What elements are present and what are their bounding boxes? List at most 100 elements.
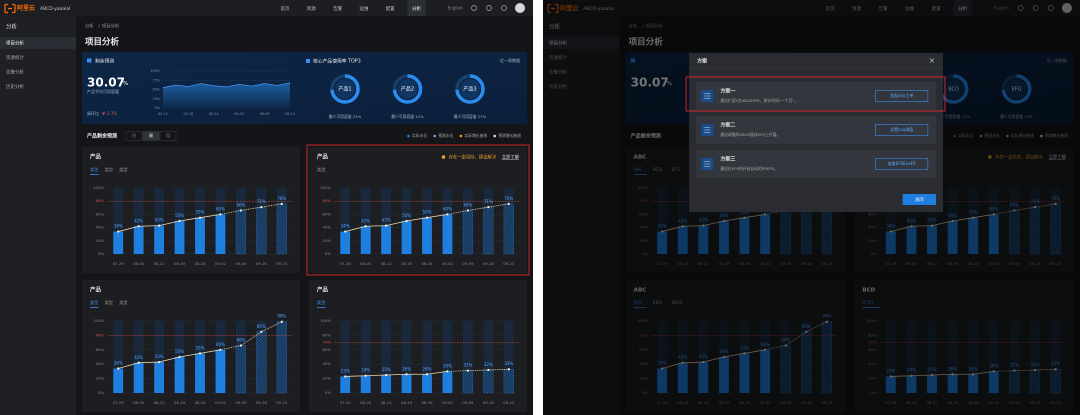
nav-item[interactable]: 资源 xyxy=(307,5,316,12)
plan-button[interactable] xyxy=(875,158,929,170)
actual-line xyxy=(345,371,448,377)
data-label: 55% xyxy=(423,210,432,215)
nav-icon[interactable] xyxy=(471,5,477,11)
point xyxy=(385,224,388,227)
tab[interactable]: 类型 xyxy=(105,166,113,173)
legend-swatch xyxy=(407,134,410,138)
forecast-bar xyxy=(276,321,287,394)
tab[interactable]: 类型 xyxy=(119,166,127,173)
avatar[interactable] xyxy=(515,3,525,13)
nav-icon[interactable] xyxy=(501,5,507,11)
data-label: 50% xyxy=(175,213,184,218)
data-label: 32% xyxy=(484,362,493,367)
legend-item: 实际水位 xyxy=(412,133,427,138)
summary-unit: % xyxy=(123,81,128,87)
plan-button[interactable] xyxy=(875,90,929,102)
close-button[interactable] xyxy=(902,194,936,205)
nav-icon[interactable] xyxy=(486,5,492,11)
data-label: 66% xyxy=(236,337,245,342)
language[interactable]: English xyxy=(447,6,462,11)
data-label: 43% xyxy=(155,354,164,359)
y-tick-label: 60% xyxy=(323,211,332,216)
tab[interactable]: 类型 xyxy=(90,166,98,173)
x-tick-label: 05-24 xyxy=(209,112,219,116)
data-label: 66% xyxy=(236,202,245,207)
close-button-label[interactable]: 关闭 xyxy=(915,196,924,203)
section-tab[interactable] xyxy=(159,131,177,141)
close-icon[interactable] xyxy=(929,58,935,63)
bar xyxy=(442,214,453,254)
bar xyxy=(381,375,392,393)
point xyxy=(405,373,408,376)
x-tick-label: 09-09 xyxy=(235,261,247,266)
data-label: 34% xyxy=(114,224,123,229)
section-tab-label[interactable]: 月 xyxy=(166,133,170,138)
bar-track xyxy=(340,321,351,393)
nav-active xyxy=(407,0,426,16)
x-tick-label: 08-26 xyxy=(194,261,206,266)
data-label: 55% xyxy=(196,345,205,350)
tab-underline xyxy=(317,307,326,308)
actual-line xyxy=(118,349,221,369)
x-tick-label: 06-03 xyxy=(234,112,244,116)
point xyxy=(364,225,367,228)
bar xyxy=(113,231,124,254)
data-label: 42% xyxy=(134,355,143,360)
plan-title: 方案二 xyxy=(720,122,735,129)
x-tick-label: 08-19 xyxy=(174,261,186,266)
plan-button-label[interactable]: 查看EFRExxFR xyxy=(888,160,916,166)
tab-underline xyxy=(90,307,99,308)
sidebar-item[interactable]: 告警分析 xyxy=(6,69,24,76)
nav-item[interactable]: 告警 xyxy=(333,5,342,12)
alert-link[interactable]: 立即了解 xyxy=(502,154,520,161)
nav-item[interactable]: 配置 xyxy=(386,6,395,12)
tab[interactable]: 类型 xyxy=(119,299,127,306)
data-label: 60% xyxy=(216,342,225,347)
bar-track xyxy=(422,321,432,393)
point xyxy=(507,202,510,205)
section-tab-label[interactable]: 周 xyxy=(149,132,153,138)
breadcrumb[interactable]: 分析 xyxy=(85,23,94,30)
donut-note: 最少可用容量 12% xyxy=(391,114,424,119)
bar xyxy=(360,226,371,254)
point xyxy=(364,374,367,377)
point xyxy=(466,209,469,212)
bar-track xyxy=(133,188,144,254)
nav-item[interactable]: 首页 xyxy=(281,5,290,12)
x-tick-label: 09-23 xyxy=(276,400,288,405)
x-tick-label: 08-19 xyxy=(401,261,413,266)
forecast-bar xyxy=(503,369,514,394)
plan-button-label[interactable]: 发起xxx工单 xyxy=(890,92,913,98)
bar xyxy=(401,221,412,254)
bar xyxy=(422,374,432,393)
tab[interactable]: 类型 xyxy=(317,299,325,306)
forecast-bar xyxy=(462,210,473,255)
tab[interactable]: 类型 xyxy=(90,299,98,306)
point xyxy=(117,230,120,233)
nav-item[interactable]: 运维 xyxy=(359,5,368,12)
x-tick-label: 08-05 xyxy=(360,400,372,405)
bar xyxy=(195,217,205,254)
trend-line xyxy=(162,82,291,88)
point xyxy=(137,225,140,228)
sidebar-item[interactable]: 资源统计 xyxy=(6,54,24,61)
forecast-bar xyxy=(256,331,267,394)
tab[interactable]: 类型 xyxy=(317,166,325,173)
chart-title: 产品 xyxy=(317,153,329,161)
section-tab[interactable] xyxy=(142,131,160,141)
sidebar-item[interactable]: 历史分析 xyxy=(6,83,24,90)
y-tick-label: 75% xyxy=(152,78,160,82)
plan-button-label[interactable]: 设置xxx阈值 xyxy=(890,126,913,132)
y-tick-label: 100% xyxy=(320,318,331,323)
tab[interactable]: 类型 xyxy=(105,299,113,306)
nav-item[interactable]: 分析 xyxy=(412,5,421,12)
section-tab[interactable] xyxy=(125,131,143,141)
down-arrow xyxy=(102,112,106,116)
plan-button[interactable] xyxy=(875,124,929,136)
point xyxy=(178,219,181,223)
data-label: 25% xyxy=(382,367,391,372)
point xyxy=(158,360,161,364)
sidebar-item[interactable]: 项目分析 xyxy=(6,40,24,47)
section-tab-label[interactable]: 日 xyxy=(132,133,136,138)
